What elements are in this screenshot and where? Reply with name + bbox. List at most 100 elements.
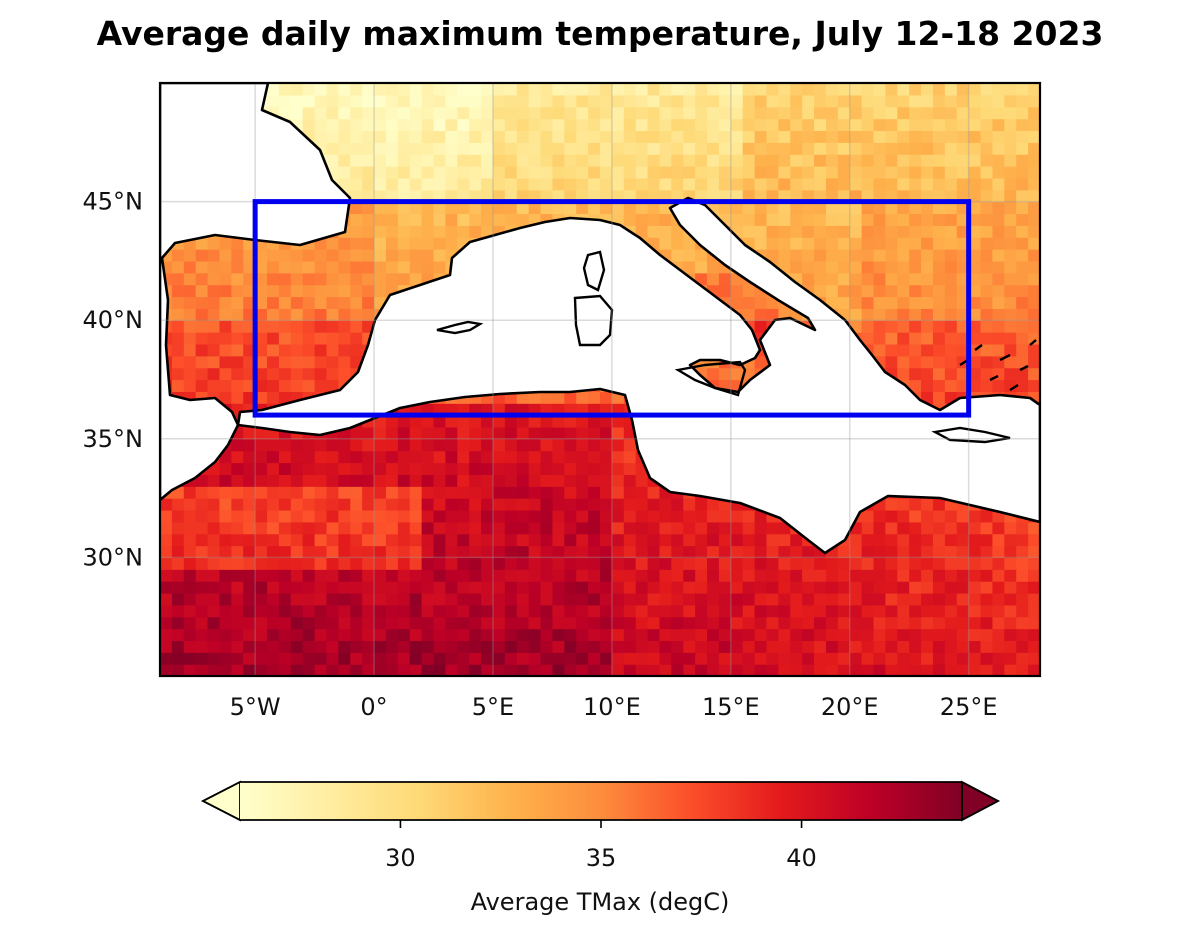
heat-cell (350, 569, 363, 582)
heat-cell (421, 498, 435, 511)
heat-cell (528, 664, 542, 676)
heat-cell (195, 379, 209, 392)
heat-cell (469, 189, 482, 203)
heat-cell (707, 272, 720, 286)
heat-cell (956, 592, 970, 606)
heat-cell (326, 379, 339, 392)
heat-cell (481, 581, 494, 594)
heat-cell (576, 189, 589, 203)
heat-cell (528, 166, 542, 179)
heat-cell (980, 284, 994, 298)
heat-cell (171, 545, 185, 558)
heat-cell (481, 166, 494, 179)
heat-cell (968, 177, 982, 191)
heat-cell (814, 118, 827, 132)
heat-cell (742, 509, 756, 523)
heat-cell (932, 664, 946, 676)
heat-cell (1004, 237, 1017, 250)
heat-cell (338, 296, 351, 309)
heat-cell (552, 509, 565, 523)
heat-cell (897, 569, 910, 582)
heat-cell (231, 249, 244, 262)
heat-cell (326, 628, 339, 642)
heat-cell (873, 332, 886, 345)
heat-cell (683, 83, 696, 96)
heat-cell (290, 652, 304, 665)
heat-cell (481, 106, 494, 120)
heat-cell (362, 628, 375, 642)
heat-cell (338, 343, 351, 357)
heat-cell (825, 260, 839, 274)
heat-cell (1004, 533, 1017, 547)
heat-cell (861, 509, 875, 523)
heat-cell (385, 142, 399, 155)
heat-cell (433, 260, 446, 274)
heat-cell (183, 272, 197, 286)
heat-cell (909, 249, 922, 262)
colorbar-tick-label: 40 (786, 844, 817, 872)
heat-cell (849, 545, 863, 558)
heat-cell (1016, 592, 1029, 606)
heat-cell (992, 142, 1005, 155)
heat-cell (171, 296, 185, 309)
heat-cell (754, 213, 768, 226)
heat-cell (837, 225, 851, 238)
heat-cell (576, 545, 589, 558)
heat-cell (790, 569, 803, 582)
heat-cell (611, 106, 625, 120)
heat-cell (897, 581, 910, 594)
heat-cell (516, 498, 530, 511)
heat-cell (290, 557, 304, 570)
heat-cell (397, 260, 411, 274)
heat-cell (243, 308, 256, 321)
heat-cell (766, 94, 779, 108)
heat-cell (314, 486, 328, 499)
heat-cell (909, 498, 922, 511)
heat-cell (528, 616, 542, 630)
heat-cell (730, 142, 744, 155)
heat-cell (195, 272, 209, 286)
heat-cell (290, 260, 304, 274)
colorbar-outline (201, 781, 1000, 821)
heat-cell (944, 177, 958, 191)
heat-cell (350, 249, 363, 262)
heat-cell (195, 664, 209, 676)
heat-cell (849, 664, 863, 676)
heat-cell (647, 166, 661, 179)
heat-cell (992, 83, 1005, 96)
heat-cell (909, 296, 922, 309)
heat-cell (873, 320, 886, 333)
heat-cell (1028, 260, 1040, 274)
heat-cell (397, 177, 411, 191)
heat-cell (992, 332, 1005, 345)
heat-cell (837, 166, 851, 179)
heat-cell (183, 533, 197, 547)
heat-cell (885, 118, 898, 132)
heat-cell (385, 545, 399, 558)
heat-cell (588, 106, 601, 120)
heat-cell (897, 308, 910, 321)
heat-cell (754, 308, 768, 321)
heat-cell (362, 533, 375, 547)
heat-cell (742, 581, 756, 594)
heat-cell (385, 201, 399, 215)
heat-cell (802, 272, 815, 286)
heat-cell (183, 557, 197, 570)
heat-cell (433, 213, 446, 226)
heat-cell (492, 118, 506, 132)
heat-cell (623, 106, 637, 120)
heat-cell (385, 533, 399, 547)
heat-cell (290, 296, 304, 309)
heat-cell (885, 237, 898, 250)
heat-cell (243, 260, 256, 274)
heat-cell (457, 533, 470, 547)
heat-cell (778, 652, 791, 665)
heat-cell (992, 237, 1005, 250)
heat-cell (647, 581, 661, 594)
heat-cell (338, 260, 351, 274)
heat-cell (409, 652, 423, 665)
heat-cell (790, 106, 803, 120)
heat-cell (730, 213, 744, 226)
heat-cell (825, 557, 839, 570)
heat-cell (338, 166, 351, 179)
